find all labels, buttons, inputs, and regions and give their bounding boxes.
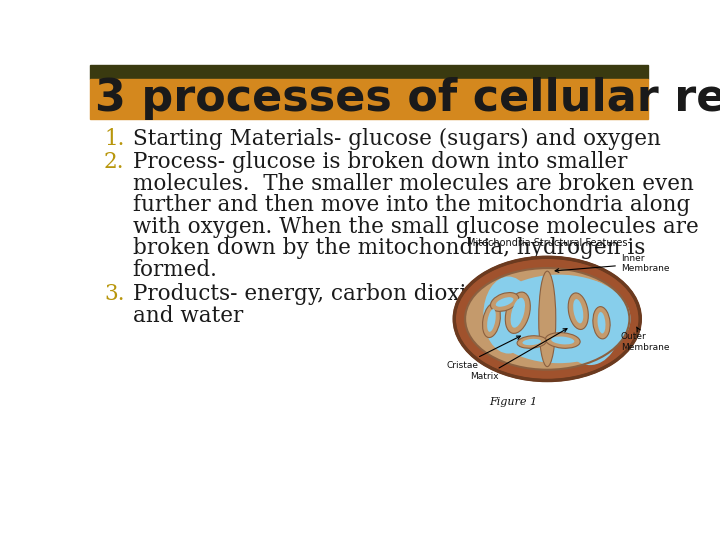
Ellipse shape [510, 298, 525, 328]
Text: and water: and water [132, 305, 243, 327]
Text: 2.: 2. [104, 151, 125, 173]
Ellipse shape [539, 271, 556, 367]
Ellipse shape [487, 275, 631, 363]
Ellipse shape [523, 339, 541, 345]
Bar [90, 65, 648, 79]
Ellipse shape [559, 280, 621, 365]
Ellipse shape [598, 312, 606, 334]
Ellipse shape [517, 336, 546, 348]
Text: 3 processes of cellular respiration: 3 processes of cellular respiration [94, 77, 720, 120]
Text: Figure 1: Figure 1 [489, 397, 537, 408]
Ellipse shape [573, 299, 583, 323]
Text: Mitochondria Structural Features: Mitochondria Structural Features [467, 238, 628, 248]
Text: Process- glucose is broken down into smaller: Process- glucose is broken down into sma… [132, 151, 627, 173]
Text: Outer
Membrane: Outer Membrane [621, 327, 670, 352]
Ellipse shape [568, 293, 588, 329]
Text: further and then move into the mitochondria along: further and then move into the mitochond… [132, 194, 690, 216]
Ellipse shape [454, 257, 640, 381]
Text: molecules.  The smaller molecules are broken even: molecules. The smaller molecules are bro… [132, 173, 693, 194]
Bar [90, 79, 648, 119]
Text: Inner
Membrane: Inner Membrane [555, 254, 670, 273]
Text: Cristae: Cristae [446, 336, 521, 369]
Ellipse shape [593, 307, 610, 339]
Text: Starting Materials- glucose (sugars) and oxygen: Starting Materials- glucose (sugars) and… [132, 128, 660, 150]
Ellipse shape [552, 336, 575, 345]
Text: broken down by the mitochondria, hydrogen is: broken down by the mitochondria, hydroge… [132, 237, 645, 259]
Ellipse shape [545, 333, 580, 348]
Ellipse shape [505, 292, 531, 333]
Text: formed.: formed. [132, 259, 217, 281]
Text: 3.: 3. [104, 284, 125, 306]
Text: Matrix: Matrix [469, 329, 567, 381]
Text: 1.: 1. [104, 128, 125, 150]
Ellipse shape [496, 297, 513, 307]
Ellipse shape [483, 276, 534, 354]
Ellipse shape [482, 303, 500, 338]
Text: with oxygen. When the small glucose molecules are: with oxygen. When the small glucose mole… [132, 215, 698, 238]
Text: Products- energy, carbon dioxide,: Products- energy, carbon dioxide, [132, 284, 499, 306]
Ellipse shape [465, 268, 629, 370]
Ellipse shape [487, 309, 496, 332]
Ellipse shape [490, 293, 519, 312]
